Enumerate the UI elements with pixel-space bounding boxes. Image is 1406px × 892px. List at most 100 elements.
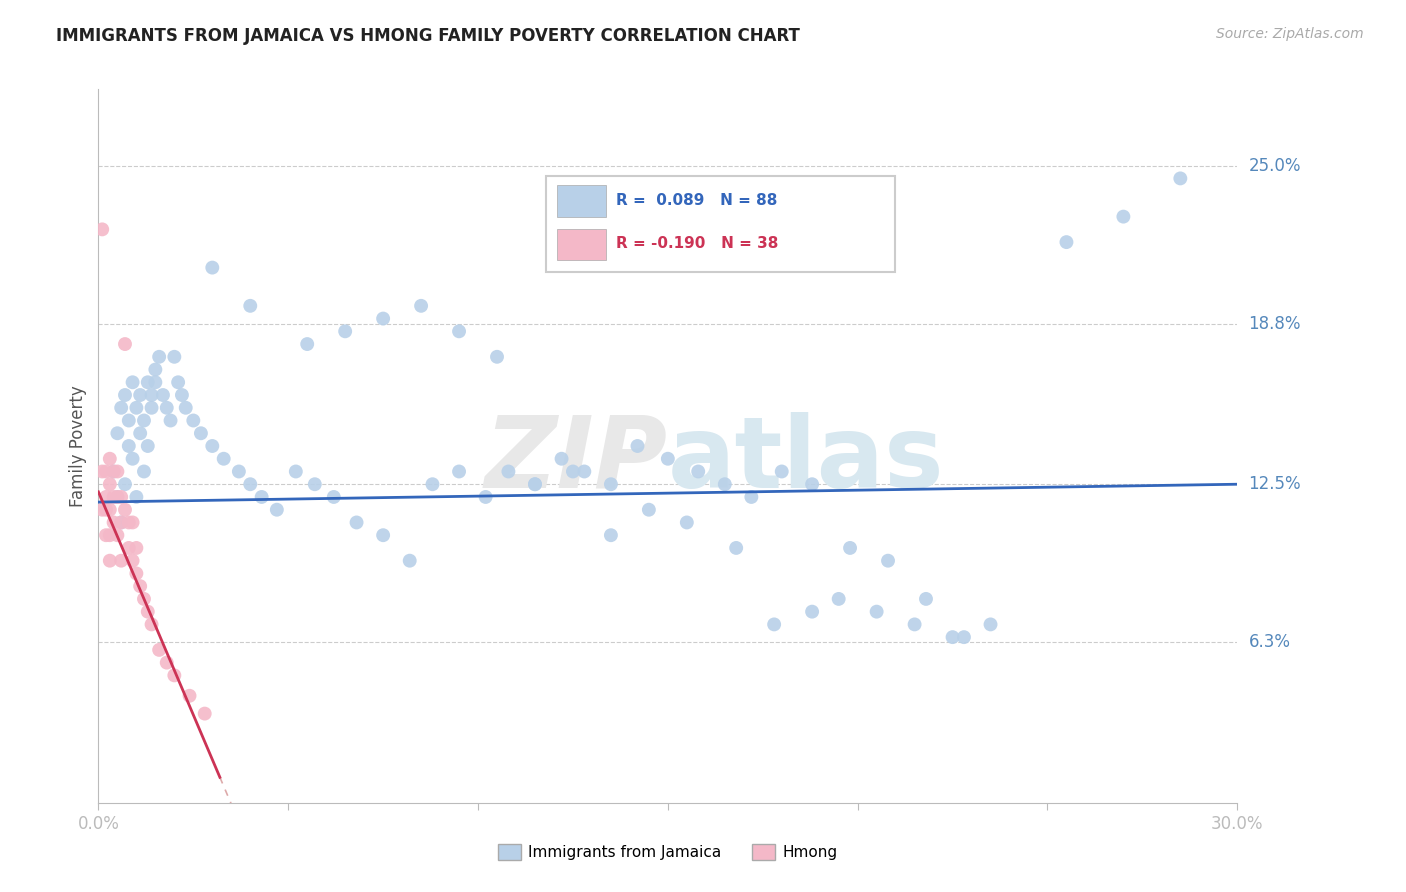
Point: [167, 376, 190, 390]
Point: [163, 668, 186, 682]
Point: [91, 502, 114, 516]
Point: [103, 465, 125, 479]
Point: [1112, 210, 1135, 224]
Point: [562, 465, 585, 479]
Point: [174, 401, 197, 415]
Point: [98, 528, 121, 542]
Point: [524, 477, 547, 491]
Point: [129, 388, 152, 402]
Point: [136, 605, 159, 619]
Point: [148, 350, 170, 364]
Point: [110, 490, 132, 504]
Point: [110, 516, 132, 530]
Point: [125, 490, 148, 504]
Point: [626, 439, 648, 453]
Point: [118, 413, 141, 427]
Point: [411, 299, 433, 313]
Point: [103, 490, 125, 504]
Point: [449, 465, 471, 479]
Point: [942, 630, 965, 644]
Point: [136, 376, 159, 390]
Point: [107, 426, 129, 441]
Point: [228, 465, 250, 479]
Point: [129, 426, 152, 441]
Point: [114, 502, 136, 516]
Point: [212, 451, 235, 466]
Text: atlas: atlas: [668, 412, 945, 508]
Point: [828, 591, 851, 606]
Point: [156, 401, 179, 415]
Point: [141, 401, 163, 415]
Point: [1056, 235, 1078, 249]
Point: [121, 516, 143, 530]
Point: [550, 451, 572, 466]
Point: [763, 617, 786, 632]
Text: 6.3%: 6.3%: [1249, 633, 1291, 651]
Point: [524, 477, 547, 491]
Point: [163, 350, 186, 364]
Point: [498, 465, 520, 479]
Point: [114, 337, 136, 351]
Point: [110, 554, 132, 568]
Point: [141, 617, 163, 632]
Point: [107, 528, 129, 542]
Point: [141, 388, 163, 402]
Text: 12.5%: 12.5%: [1249, 475, 1301, 493]
Point: [125, 401, 148, 415]
Point: [574, 465, 596, 479]
Point: [125, 566, 148, 581]
Legend: Immigrants from Jamaica, Hmong: Immigrants from Jamaica, Hmong: [492, 838, 844, 866]
Point: [866, 605, 889, 619]
Point: [979, 617, 1001, 632]
Point: [284, 465, 307, 479]
Point: [94, 528, 117, 542]
Point: [94, 502, 117, 516]
Point: [125, 541, 148, 555]
Bar: [557, 186, 606, 217]
Point: [94, 465, 117, 479]
Point: [170, 388, 193, 402]
Point: [201, 439, 224, 453]
Bar: [557, 228, 606, 260]
Text: R =  0.089   N = 88: R = 0.089 N = 88: [616, 194, 778, 208]
Point: [132, 413, 155, 427]
Point: [877, 554, 900, 568]
FancyBboxPatch shape: [546, 176, 896, 272]
Point: [953, 630, 976, 644]
Point: [600, 477, 623, 491]
Point: [194, 706, 217, 721]
Point: [657, 451, 679, 466]
Point: [266, 502, 288, 516]
Point: [915, 591, 938, 606]
Point: [770, 465, 793, 479]
Point: [335, 324, 357, 338]
Point: [107, 490, 129, 504]
Point: [676, 516, 699, 530]
Point: [121, 451, 143, 466]
Point: [398, 554, 420, 568]
Point: [121, 376, 143, 390]
Point: [98, 477, 121, 491]
Point: [714, 477, 737, 491]
Point: [486, 350, 509, 364]
Point: [94, 490, 117, 504]
Point: [107, 490, 129, 504]
Point: [91, 465, 114, 479]
Text: IMMIGRANTS FROM JAMAICA VS HMONG FAMILY POVERTY CORRELATION CHART: IMMIGRANTS FROM JAMAICA VS HMONG FAMILY …: [56, 27, 800, 45]
Point: [103, 465, 125, 479]
Point: [688, 465, 710, 479]
Text: Source: ZipAtlas.com: Source: ZipAtlas.com: [1216, 27, 1364, 41]
Text: R = -0.190   N = 38: R = -0.190 N = 38: [616, 236, 779, 252]
Point: [118, 439, 141, 453]
Point: [449, 324, 471, 338]
Point: [114, 388, 136, 402]
Point: [474, 490, 496, 504]
Point: [346, 516, 368, 530]
Point: [239, 299, 262, 313]
Point: [114, 477, 136, 491]
Point: [98, 554, 121, 568]
Point: [422, 477, 444, 491]
Point: [110, 401, 132, 415]
Point: [152, 388, 174, 402]
Point: [725, 541, 748, 555]
